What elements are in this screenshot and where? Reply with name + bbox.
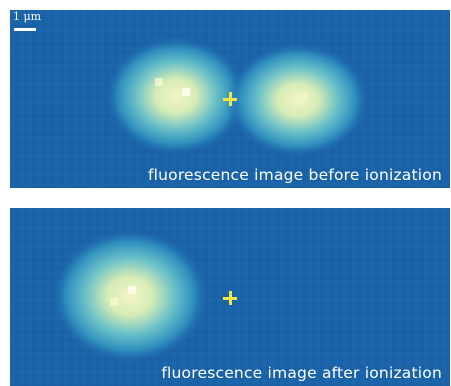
fluorescence-panel-before: 1 μm fluorescence image before ionizatio… [10, 10, 450, 188]
fluorescence-image-before [10, 10, 450, 188]
fluorescence-panel-after: fluorescence image after ionization [10, 208, 450, 386]
scale-bar: 1 μm [12, 10, 42, 36]
panel-caption-before: fluorescence image before ionization [147, 166, 442, 184]
plus-marker-icon [223, 92, 237, 106]
plus-marker-icon [223, 291, 237, 305]
scale-bar-line [14, 28, 36, 31]
panel-caption-after: fluorescence image after ionization [161, 364, 442, 382]
scale-bar-label: 1 μm [13, 10, 42, 23]
